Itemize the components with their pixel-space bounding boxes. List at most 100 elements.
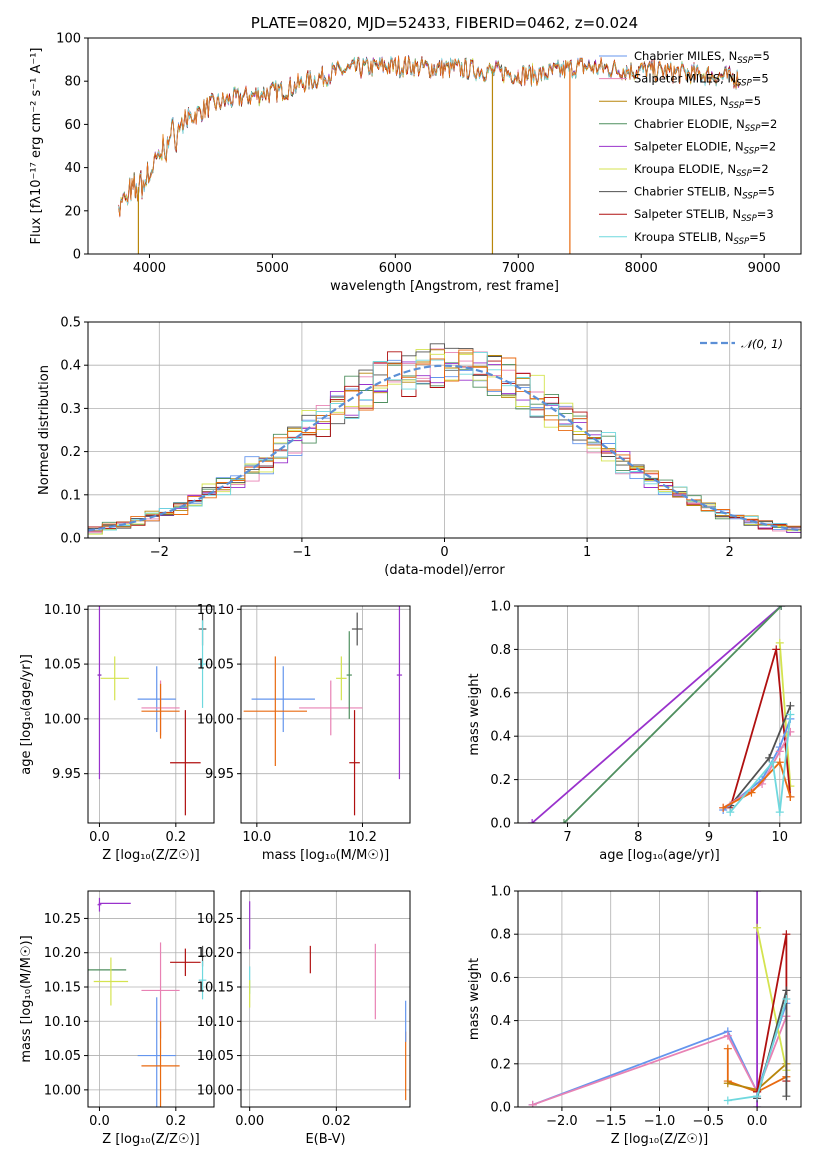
y-tick-label: 0.3 — [60, 402, 81, 417]
weight-marker — [726, 808, 735, 817]
axes-frame — [87, 37, 802, 255]
y-tick-label: 0.6 — [490, 686, 511, 701]
y-tick-label: 0.1 — [60, 488, 81, 503]
legend-text: Kroupa STELIB, N — [634, 230, 734, 244]
axes-residuals: −2 −1 0 1 2 0.0 0.1 0.2 0.3 0.4 0.5 (data-model)/er… — [37, 316, 802, 578]
legend-sub: SSP — [744, 146, 760, 156]
legend-sub: SSP — [736, 169, 752, 179]
weight-marker — [782, 995, 791, 1003]
y-tick-label: 10.25 — [44, 912, 81, 927]
axes-frame — [87, 605, 215, 824]
y-tick-label: 10.05 — [197, 1049, 234, 1064]
x-tick-label: 9000 — [748, 261, 781, 276]
legend-sub: SSP — [745, 124, 761, 134]
weight-marker — [775, 638, 784, 647]
axes-mass-age: 10.0 10.2 9.95 10.00 10.05 10.10 mass [log₁₀(M… — [197, 603, 411, 863]
x-tick-label: 5000 — [256, 261, 289, 276]
axes-frame — [240, 890, 411, 1108]
plot-area-age-weight — [518, 606, 801, 823]
x-axis-label: Z [log₁₀(Z/Z☉)] — [102, 848, 199, 863]
weight-line — [722, 760, 792, 809]
weight-line — [756, 927, 788, 1071]
y-tick-label: 10.25 — [197, 912, 234, 927]
weight-marker — [777, 606, 786, 610]
weight-marker — [782, 1092, 791, 1101]
y-tick-label: 40 — [64, 161, 81, 176]
x-axis-label: Z [log₁₀(Z/Z☉)] — [102, 1132, 199, 1147]
y-tick-label: 0.4 — [490, 1014, 511, 1029]
legend-tail: =5 — [758, 185, 775, 199]
legend-text: Kroupa MILES, N — [634, 94, 729, 108]
plot-area-residuals — [88, 322, 801, 538]
weight-marker — [723, 1079, 732, 1088]
y-tick-label: 0.2 — [490, 1057, 511, 1072]
axes-Z-weight: −2.0 −1.5 −1.0 −0.5 0.0 0.0 0.2 0.4 0.6 0.8 1.0 Z [… — [467, 885, 802, 1147]
axes-frame — [87, 321, 802, 539]
legend-tail: =5 — [752, 72, 769, 86]
x-tick-label: −2 — [150, 545, 169, 560]
axes-Z-mass: 0.0 0.2 10.00 10.05 10.10 10.15 10.20 10.25 Z [l… — [19, 890, 215, 1147]
weight-line — [729, 714, 792, 813]
plot-area-spectrum — [118, 55, 740, 254]
weight-line — [531, 606, 782, 823]
chart-title: PLATE=0820, MJD=52433, FIBERID=0462, z=0… — [251, 14, 638, 32]
x-tick-label: 0.00 — [235, 1114, 264, 1129]
y-tick-label: 0.2 — [490, 773, 511, 788]
legend-text: Chabrier MILES, N — [634, 49, 737, 63]
y-tick-label: 0.0 — [490, 1101, 511, 1116]
legend-label: Chabrier ELODIE, NSSP=2 — [634, 117, 777, 134]
x-tick-label: 0.0 — [747, 1114, 768, 1129]
weight-marker — [528, 819, 537, 823]
weight-line — [722, 731, 792, 809]
legend-sub: SSP — [734, 237, 750, 247]
y-tick-label: 10.00 — [44, 1083, 81, 1098]
weight-marker — [753, 1092, 762, 1101]
normal-curve — [88, 364, 801, 532]
x-tick-label: 1 — [583, 545, 591, 560]
grid-age-weight — [518, 606, 801, 823]
plot-area-Z-age — [88, 606, 214, 823]
y-tick-label: 10.05 — [44, 1049, 81, 1064]
grid-mass-age — [241, 606, 410, 823]
y-axis-label: age [log₁₀(age/yr)] — [19, 654, 34, 775]
weight-marker — [719, 803, 728, 812]
y-axis-label: Normed distribution — [37, 365, 52, 495]
legend-text: Chabrier STELIB, N — [634, 185, 742, 199]
weight-marker — [786, 792, 795, 801]
y-tick-label: 10.15 — [197, 981, 234, 996]
legend-sub: SSP — [742, 192, 758, 202]
y-axis-label: mass [log₁₀(M/M☉)] — [19, 935, 34, 1062]
x-axis-label: wavelength [Angstrom, rest frame] — [330, 279, 559, 294]
legend-sub: SSP — [737, 56, 753, 66]
weight-marker — [782, 986, 791, 995]
x-tick-label: 0.02 — [322, 1114, 351, 1129]
y-tick-label: 20 — [64, 204, 81, 219]
x-tick-label: 0.0 — [89, 1114, 110, 1129]
x-tick-label: 8 — [634, 830, 642, 845]
y-tick-label: 0.5 — [60, 316, 81, 331]
y-tick-label: 1.0 — [490, 885, 511, 900]
x-axis-label: mass [log₁₀(M/M☉)] — [262, 848, 389, 863]
grid-Z-weight — [518, 891, 801, 1107]
grid-Z-mass — [88, 891, 214, 1107]
x-tick-label: −1.0 — [644, 1114, 676, 1129]
weight-marker — [768, 758, 777, 767]
legend-text: Salpeter STELIB, N — [634, 207, 741, 221]
x-tick-label: 10.2 — [348, 830, 377, 845]
y-tick-label: 10.20 — [44, 946, 81, 961]
legend-sub: SSP — [729, 101, 745, 111]
x-tick-label: 2 — [726, 545, 734, 560]
y-axis-label: Flux [fλ10⁻¹⁷ erg cm⁻² s⁻¹ A⁻¹] — [29, 48, 44, 245]
x-tick-label: 4000 — [133, 261, 166, 276]
legend-label: Salpeter STELIB, NSSP=3 — [634, 207, 774, 224]
legend-label: Salpeter ELODIE, NSSP=2 — [634, 139, 776, 156]
weight-marker — [753, 923, 762, 932]
axes-age-weight: 7 8 9 10 0.0 0.2 0.4 0.6 0.8 1.0 age [log₁₀(age/yr… — [467, 600, 802, 863]
plot-area-mass-age — [241, 606, 410, 823]
legend-text: Kroupa ELODIE, N — [634, 162, 736, 176]
axes-frame — [240, 605, 411, 824]
plot-area-Z-weight — [518, 891, 801, 1107]
axes-frame — [87, 890, 215, 1108]
legend-text: Chabrier ELODIE, N — [634, 117, 745, 131]
